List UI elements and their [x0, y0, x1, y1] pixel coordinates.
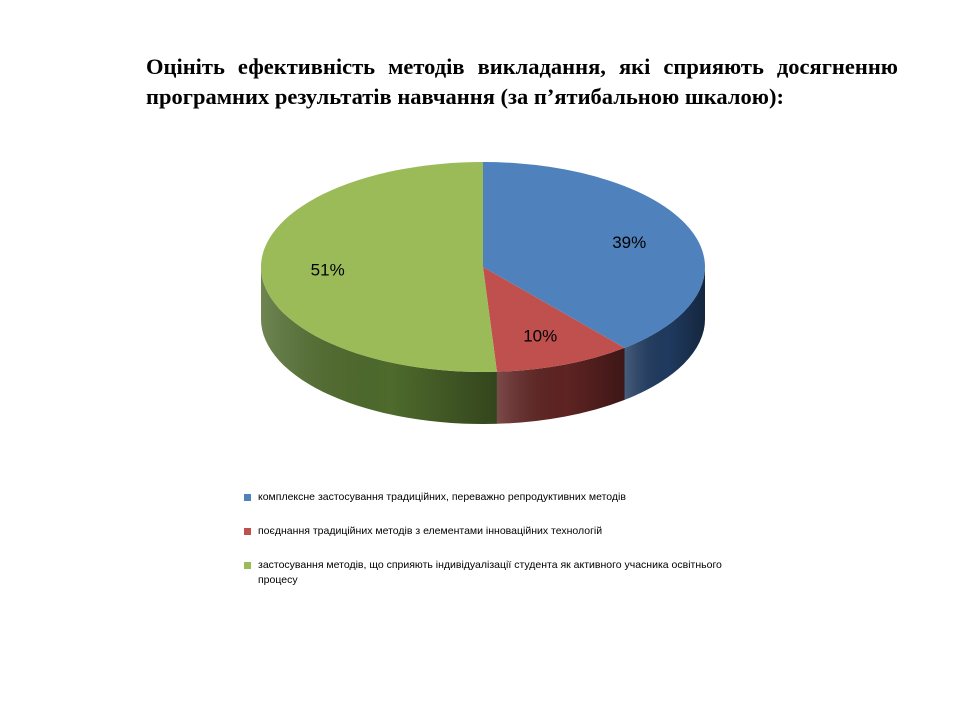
pie-slice-traditional-methods — [483, 162, 705, 348]
pie-slice-combined-methods — [483, 267, 625, 372]
legend-label-traditional-methods: комплексне застосування традиційних, пер… — [258, 491, 626, 503]
pie-sides — [261, 267, 705, 424]
legend-swatch-combined-methods — [244, 528, 251, 535]
legend-label-individualization-methods: застосування методів, що сприяють індиві… — [258, 559, 722, 586]
data-label-traditional-methods: 39% — [612, 233, 646, 252]
legend-swatch-traditional-methods — [244, 494, 251, 501]
pie-side-traditional-methods — [624, 267, 705, 400]
legend-label-combined-methods: поєднання традиційних методів з елемента… — [258, 525, 603, 537]
legend-item-individualization-methods: застосування методів, що сприяють індиві… — [244, 558, 764, 588]
pie-labels: 39% 10% 51% — [311, 233, 647, 345]
pie-side-individualization-methods — [261, 267, 497, 424]
legend-item-combined-methods: поєднання традиційних методів з елемента… — [244, 524, 764, 539]
pie-slice-individualization-methods — [261, 162, 497, 372]
data-label-individualization-methods: 51% — [311, 260, 345, 279]
legend: комплексне застосування традиційних, пер… — [244, 490, 764, 607]
data-label-combined-methods: 10% — [523, 326, 557, 345]
chart-title: Оцініть ефективність методів викладання,… — [146, 54, 898, 109]
legend-swatch-individualization-methods — [244, 562, 251, 569]
legend-item-traditional-methods: комплексне застосування традиційних, пер… — [244, 490, 764, 505]
pie-side-combined-methods — [496, 347, 625, 424]
pie-tops — [261, 162, 705, 372]
